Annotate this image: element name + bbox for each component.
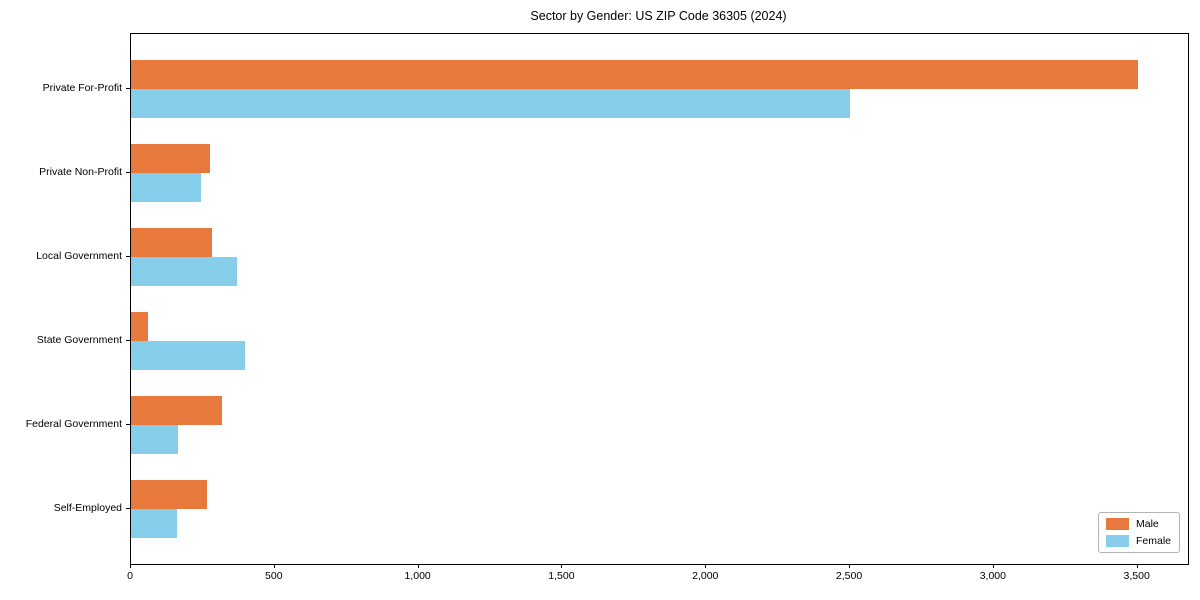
y-tick-mark	[126, 172, 130, 173]
x-tick-label: 2,000	[692, 570, 719, 582]
y-tick-mark	[126, 340, 130, 341]
x-tick-label: 2,500	[835, 570, 863, 582]
x-tick-label: 0	[127, 570, 133, 582]
legend-swatch-male	[1105, 518, 1129, 530]
y-tick-mark	[126, 88, 130, 89]
bar-female	[131, 257, 238, 286]
x-tick-mark	[417, 564, 419, 568]
bar-male	[131, 60, 1138, 89]
bar-male	[131, 228, 212, 257]
legend-swatch-female	[1105, 535, 1129, 547]
bar-male	[131, 144, 211, 173]
legend-item: Male	[1105, 518, 1171, 530]
bar-female	[131, 509, 178, 538]
category-label: Local Government	[36, 250, 122, 262]
bar-male	[131, 480, 208, 509]
chart-title: Sector by Gender: US ZIP Code 36305 (202…	[530, 9, 787, 23]
category-label: Federal Government	[25, 418, 122, 430]
x-tick-mark	[849, 564, 851, 568]
x-tick-label: 1,000	[404, 570, 431, 582]
category-label: Private Non-Profit	[39, 166, 122, 178]
bar-female	[131, 425, 179, 454]
legend: Male Female	[1097, 512, 1180, 553]
legend-item: Female	[1105, 535, 1171, 547]
y-tick-mark	[126, 256, 130, 257]
legend-label: Female	[1135, 535, 1171, 547]
bar-female	[131, 341, 245, 370]
category-label: Self-Employed	[53, 502, 122, 514]
bar-female	[131, 173, 202, 202]
legend-label: Male	[1135, 518, 1159, 530]
bar-male	[131, 396, 222, 425]
x-tick-label: 500	[265, 570, 283, 582]
x-tick-mark	[1136, 564, 1138, 568]
x-tick-mark	[130, 564, 131, 568]
plot-area: Male Female	[130, 33, 1189, 565]
category-label: State Government	[36, 334, 122, 346]
x-tick-mark	[561, 564, 563, 568]
x-tick-label: 3,000	[979, 570, 1006, 582]
y-tick-mark	[126, 508, 130, 509]
bar-female	[131, 89, 851, 118]
x-tick-label: 1,500	[548, 570, 575, 582]
x-tick-label: 3,500	[1123, 570, 1150, 582]
x-tick-mark	[273, 564, 275, 568]
category-label: Private For-Profit	[42, 82, 122, 94]
bar-male	[131, 312, 149, 341]
x-tick-mark	[705, 564, 707, 568]
y-tick-mark	[126, 424, 130, 425]
x-tick-mark	[992, 564, 994, 568]
